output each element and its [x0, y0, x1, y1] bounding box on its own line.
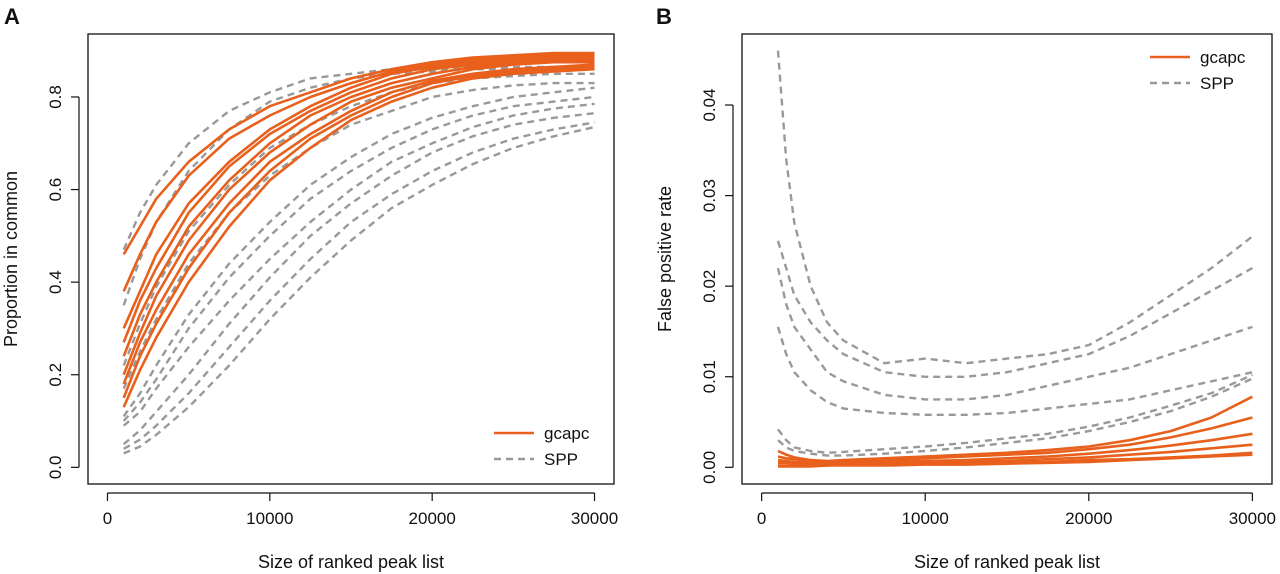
series-line-gcapc	[777, 432, 1253, 465]
series-line-spp	[777, 373, 1253, 454]
series-line-gcapc	[777, 416, 1253, 464]
series-line-spp	[122, 95, 595, 422]
panel-a: A 0 10000 20000 30000 0.0 0.2 0.4 0.6 0.8 gcapc …	[1, 4, 618, 572]
series-line-gcapc	[778, 443, 1253, 465]
series-line-spp	[122, 102, 595, 427]
y-tick-label: 0.01	[700, 360, 719, 393]
series-line-spp	[776, 326, 1253, 416]
x-axis-label: Size of ranked peak list	[914, 552, 1100, 572]
series-line-spp	[776, 50, 1254, 365]
series-line-spp	[776, 240, 1253, 378]
x-tick-label: 0	[757, 509, 766, 528]
y-axis-label: Proportion in common	[1, 171, 21, 347]
x-tick-label: 10000	[902, 509, 949, 528]
series-line-gcapc	[122, 65, 595, 399]
y-tick-label: 0.2	[46, 363, 65, 387]
legend-label-spp: SPP	[544, 450, 578, 469]
legend-label-gcapc: gcapc	[544, 424, 590, 443]
y-tick-label: 0.04	[700, 88, 719, 121]
y-tick-label: 0.00	[700, 451, 719, 484]
series-line-gcapc	[777, 395, 1253, 463]
y-tick-label: 0.6	[46, 178, 65, 202]
series-line-gcapc	[122, 67, 595, 408]
x-tick-label: 30000	[571, 509, 618, 528]
y-tick-label: 0.02	[700, 270, 719, 303]
series-line-gcapc	[122, 63, 595, 385]
series-line-gcapc	[122, 58, 595, 357]
x-tick-label: 20000	[1065, 509, 1112, 528]
legend-label-spp: SPP	[1200, 74, 1234, 93]
panel-letter: A	[4, 4, 20, 29]
series-line-spp	[123, 125, 595, 455]
legend: gcapc SPP	[1150, 48, 1246, 93]
series-line-gcapc	[778, 453, 1253, 468]
y-tick-label: 0.0	[46, 456, 65, 480]
axes: 0 10000 20000 30000 0.00 0.01 0.02 0.03 0.04	[700, 33, 1276, 528]
panel-b: B 0 10000 20000 30000 0.00 0.01 0.02 0.03 0.04 g…	[655, 4, 1276, 572]
panel-letter: B	[656, 4, 672, 29]
series-line-spp	[122, 65, 595, 251]
legend-label-gcapc: gcapc	[1200, 48, 1246, 67]
x-axis-label: Size of ranked peak list	[258, 552, 444, 572]
series-line-gcapc	[122, 56, 595, 329]
series-line-gcapc	[122, 51, 595, 256]
x-tick-label: 10000	[246, 509, 293, 528]
x-tick-label: 20000	[409, 509, 456, 528]
legend: gcapc SPP	[494, 424, 590, 469]
y-axis-label: False positive rate	[655, 186, 675, 332]
plot-frame	[741, 33, 1273, 485]
series-line-spp	[122, 72, 595, 366]
series-line-spp	[122, 112, 595, 446]
x-tick-label: 30000	[1229, 509, 1276, 528]
series-line-spp	[776, 267, 1253, 401]
series-line-spp	[777, 377, 1253, 457]
y-tick-label: 0.4	[46, 270, 65, 294]
y-tick-label: 0.8	[46, 85, 65, 109]
x-tick-label: 0	[103, 509, 112, 528]
axes: 0 10000 20000 30000 0.0 0.2 0.4 0.6 0.8	[46, 33, 618, 528]
series-line-spp	[123, 121, 595, 450]
series-line-gcapc	[122, 60, 595, 376]
series-layer	[122, 51, 595, 455]
series-line-gcapc	[122, 54, 595, 292]
series-layer	[776, 50, 1254, 468]
series-line-spp	[122, 81, 595, 390]
y-tick-label: 0.03	[700, 179, 719, 212]
plot-frame	[87, 33, 615, 485]
